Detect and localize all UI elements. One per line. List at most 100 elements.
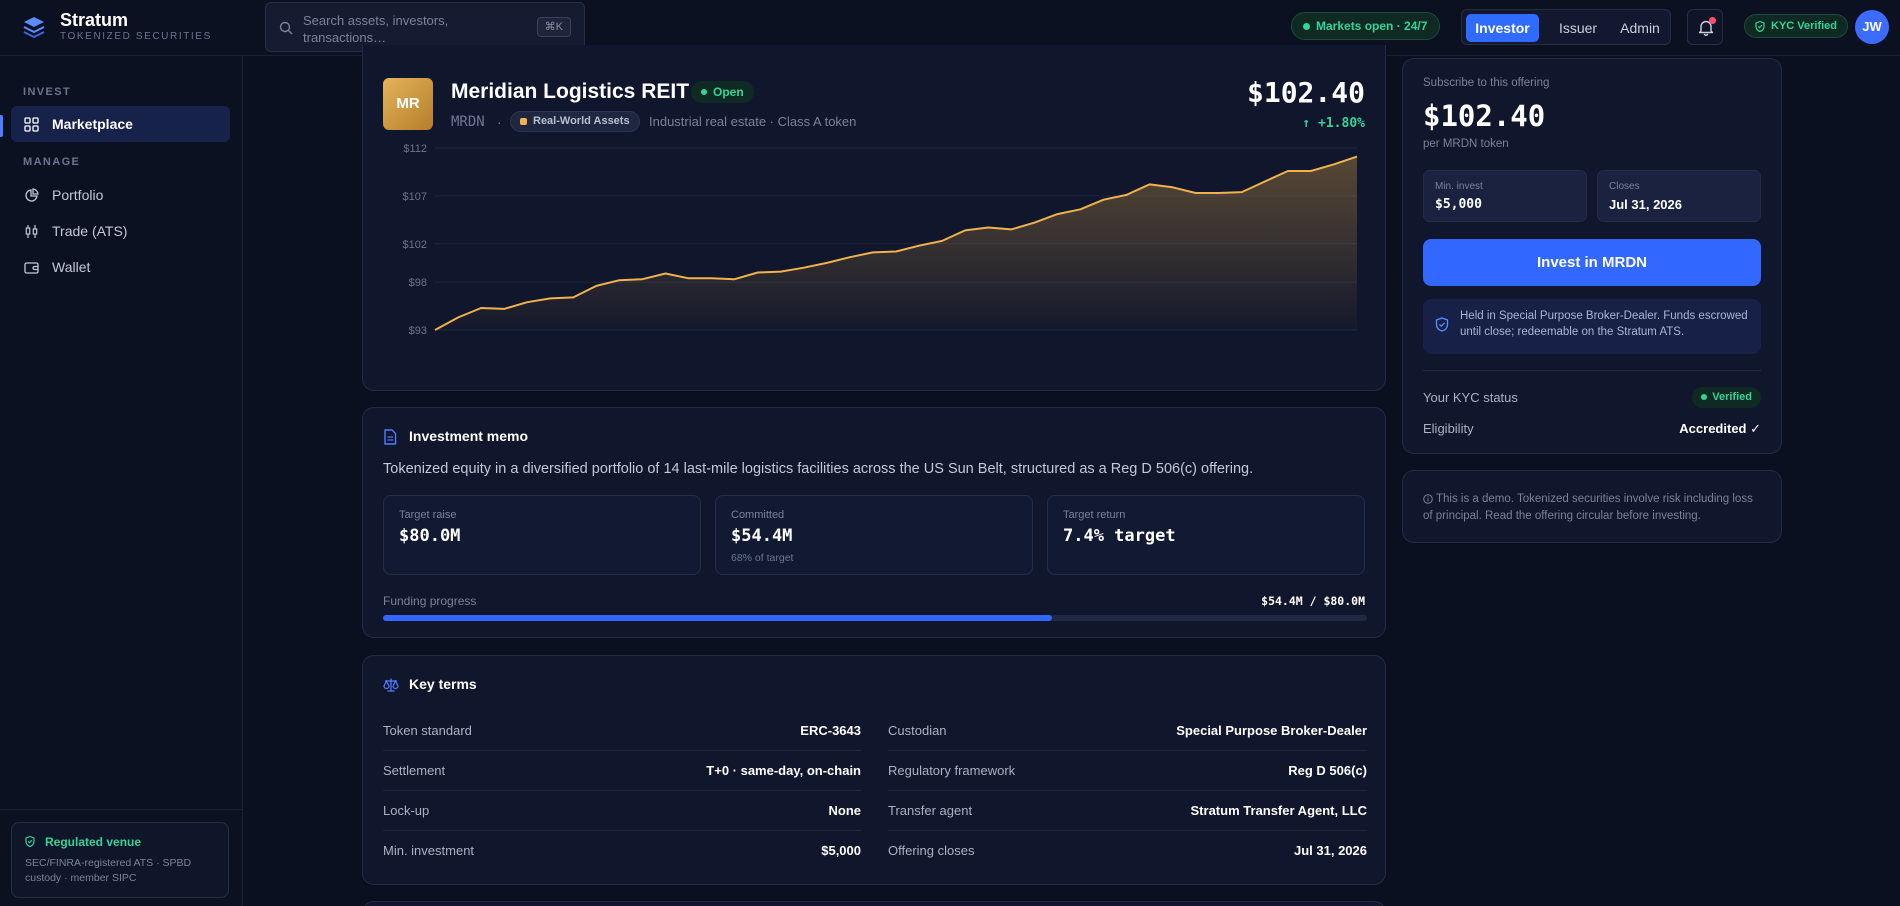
term-row: Custodian Special Purpose Broker-Dealer: [888, 711, 1367, 751]
term-value: Stratum Transfer Agent, LLC: [1190, 803, 1367, 818]
kyc-verified-badge: KYC Verified: [1744, 14, 1849, 38]
memo-text: Tokenized equity in a diversified portfo…: [383, 461, 1254, 477]
price-chart: $112 $107 $102 $98 $93: [403, 143, 1358, 337]
investment-memo-card: Investment memo Tokenized equity in a di…: [362, 407, 1386, 638]
disclaimer-text: This is a demo. Tokenized securities inv…: [1423, 493, 1753, 522]
term-key: Min. investment: [383, 843, 475, 858]
asset-overview-card: MR Meridian Logistics REIT Open MRDN · R…: [362, 45, 1386, 391]
term-key: Custodian: [888, 723, 947, 738]
stat-label: Committed: [731, 509, 785, 521]
term-key: Transfer agent: [888, 803, 973, 818]
subscribe-panel: Subscribe to this offering $102.40 per M…: [1402, 58, 1782, 454]
term-row: Settlement T+0 · same-day, on-chain: [383, 751, 861, 791]
role-investor-button[interactable]: Investor: [1466, 14, 1539, 42]
category-badge: Real-World Assets: [510, 111, 640, 132]
kyc-badge-text: KYC Verified: [1771, 20, 1838, 32]
markets-status-text: Markets open · 24/7: [1316, 19, 1428, 33]
stat-target-return: Target return 7.4% target: [1047, 495, 1365, 575]
funding-progress-bar: [383, 615, 1367, 621]
sidebar-item-label: Marketplace: [52, 116, 133, 132]
shield-check-icon: [1755, 21, 1765, 32]
term-key: Settlement: [383, 763, 446, 778]
term-row: Regulatory framework Reg D 506(c): [888, 751, 1367, 791]
wallet-icon: [24, 262, 39, 274]
status-badge: Open: [691, 81, 754, 103]
term-row: Token standard ERC-3643: [383, 711, 861, 751]
memo-title: Investment memo: [409, 428, 529, 444]
sidebar-item-trade[interactable]: Trade (ATS): [11, 213, 230, 249]
asset-price: $102.40: [1246, 76, 1365, 109]
document-icon: [384, 429, 397, 445]
stat-label: Target return: [1063, 509, 1126, 521]
sidebar-footer: Regulated venue SEC/FINRA-registered ATS…: [0, 809, 242, 906]
chart-area: [435, 156, 1357, 330]
category-text: Real-World Assets: [533, 115, 630, 127]
sidebar-item-label: Trade (ATS): [52, 223, 128, 239]
info-icon: [1423, 494, 1433, 504]
status-dot-icon: [701, 89, 707, 95]
kyc-status-badge: Verified: [1692, 387, 1761, 408]
eligibility-value: Accredited ✓: [1679, 421, 1761, 436]
sidebar-item-portfolio[interactable]: Portfolio: [11, 177, 230, 213]
chart-y-tick-label: $107: [403, 191, 427, 203]
term-value: Jul 31, 2026: [1294, 843, 1367, 858]
custody-info-text: Held in Special Purpose Broker-Dealer. F…: [1460, 310, 1748, 338]
shield-check-icon: [25, 836, 35, 847]
brand[interactable]: Stratum TOKENIZED SECURITIES: [22, 10, 212, 44]
term-value: Reg D 506(c): [1288, 763, 1367, 778]
custody-info-box: Held in Special Purpose Broker-Dealer. F…: [1423, 299, 1761, 354]
asset-description: Industrial real estate · Class A token: [649, 114, 857, 129]
term-row: Lock-up None: [383, 791, 861, 831]
stat-target-raise: Target raise $80.0M: [383, 495, 701, 575]
funding-progress-fill: [383, 615, 1053, 621]
term-value: $5,000: [821, 843, 861, 858]
bell-icon: [1698, 20, 1714, 36]
invest-button[interactable]: Invest in MRDN: [1423, 239, 1761, 286]
notifications-button[interactable]: [1687, 9, 1723, 45]
grid-icon: [24, 117, 39, 132]
search-placeholder: Search assets, investors, transactions…: [303, 13, 449, 45]
sidebar-item-wallet[interactable]: Wallet: [11, 249, 230, 285]
category-square-icon: [520, 118, 527, 125]
funding-progress-value: $54.4M / $80.0M: [1261, 594, 1365, 608]
app-tagline: TOKENIZED SECURITIES: [60, 31, 212, 42]
subscribe-price: $102.40: [1423, 99, 1546, 133]
kyc-status-value: Verified: [1712, 391, 1752, 403]
closes-box: Closes Jul 31, 2026: [1597, 170, 1761, 222]
stack-logo-icon: [23, 17, 45, 39]
app-name: Stratum: [60, 10, 129, 30]
eligibility-label: Eligibility: [1423, 421, 1474, 436]
subscribe-label: Subscribe to this offering: [1423, 77, 1550, 89]
role-admin-button[interactable]: Admin: [1620, 20, 1660, 36]
stat-committed: Committed $54.4M 68% of target: [715, 495, 1033, 575]
shield-check-icon: [1435, 317, 1449, 332]
term-row: Min. investment $5,000: [383, 831, 861, 871]
active-indicator: [0, 115, 3, 137]
scale-icon: [383, 678, 399, 692]
user-avatar[interactable]: JW: [1855, 10, 1889, 44]
kyc-status-label: Your KYC status: [1423, 390, 1518, 405]
top-bar: Stratum TOKENIZED SECURITIES Search asse…: [0, 0, 1900, 56]
chart-y-tick-label: $93: [409, 325, 427, 337]
chart-y-tick-label: $112: [403, 143, 427, 155]
pie-chart-icon: [25, 188, 39, 202]
closes-label: Closes: [1609, 181, 1640, 192]
closes-value: Jul 31, 2026: [1609, 197, 1682, 212]
sidebar-item-marketplace[interactable]: Marketplace: [11, 106, 230, 142]
chart-y-tick-label: $98: [409, 277, 427, 289]
key-terms-card: Key terms Token standard ERC-3643 Settle…: [362, 655, 1386, 885]
price-change: ↑ +1.80%: [1302, 116, 1365, 131]
term-key: Regulatory framework: [888, 763, 1016, 778]
term-value: ERC-3643: [800, 723, 861, 738]
sidebar-section-manage: MANAGE: [23, 156, 81, 168]
regulated-venue-text: SEC/FINRA-registered ATS · SPBD custody …: [25, 857, 192, 884]
candlestick-icon: [25, 225, 38, 238]
term-row: Transfer agent Stratum Transfer Agent, L…: [888, 791, 1367, 831]
term-value: None: [828, 803, 862, 818]
stat-value: $80.0M: [399, 526, 461, 546]
role-issuer-button[interactable]: Issuer: [1558, 20, 1598, 36]
status-text: Open: [713, 85, 744, 99]
term-key: Token standard: [383, 723, 472, 738]
separator-dot: ·: [497, 114, 502, 130]
sidebar: INVEST Marketplace MANAGE Portfolio Trad…: [0, 56, 243, 906]
